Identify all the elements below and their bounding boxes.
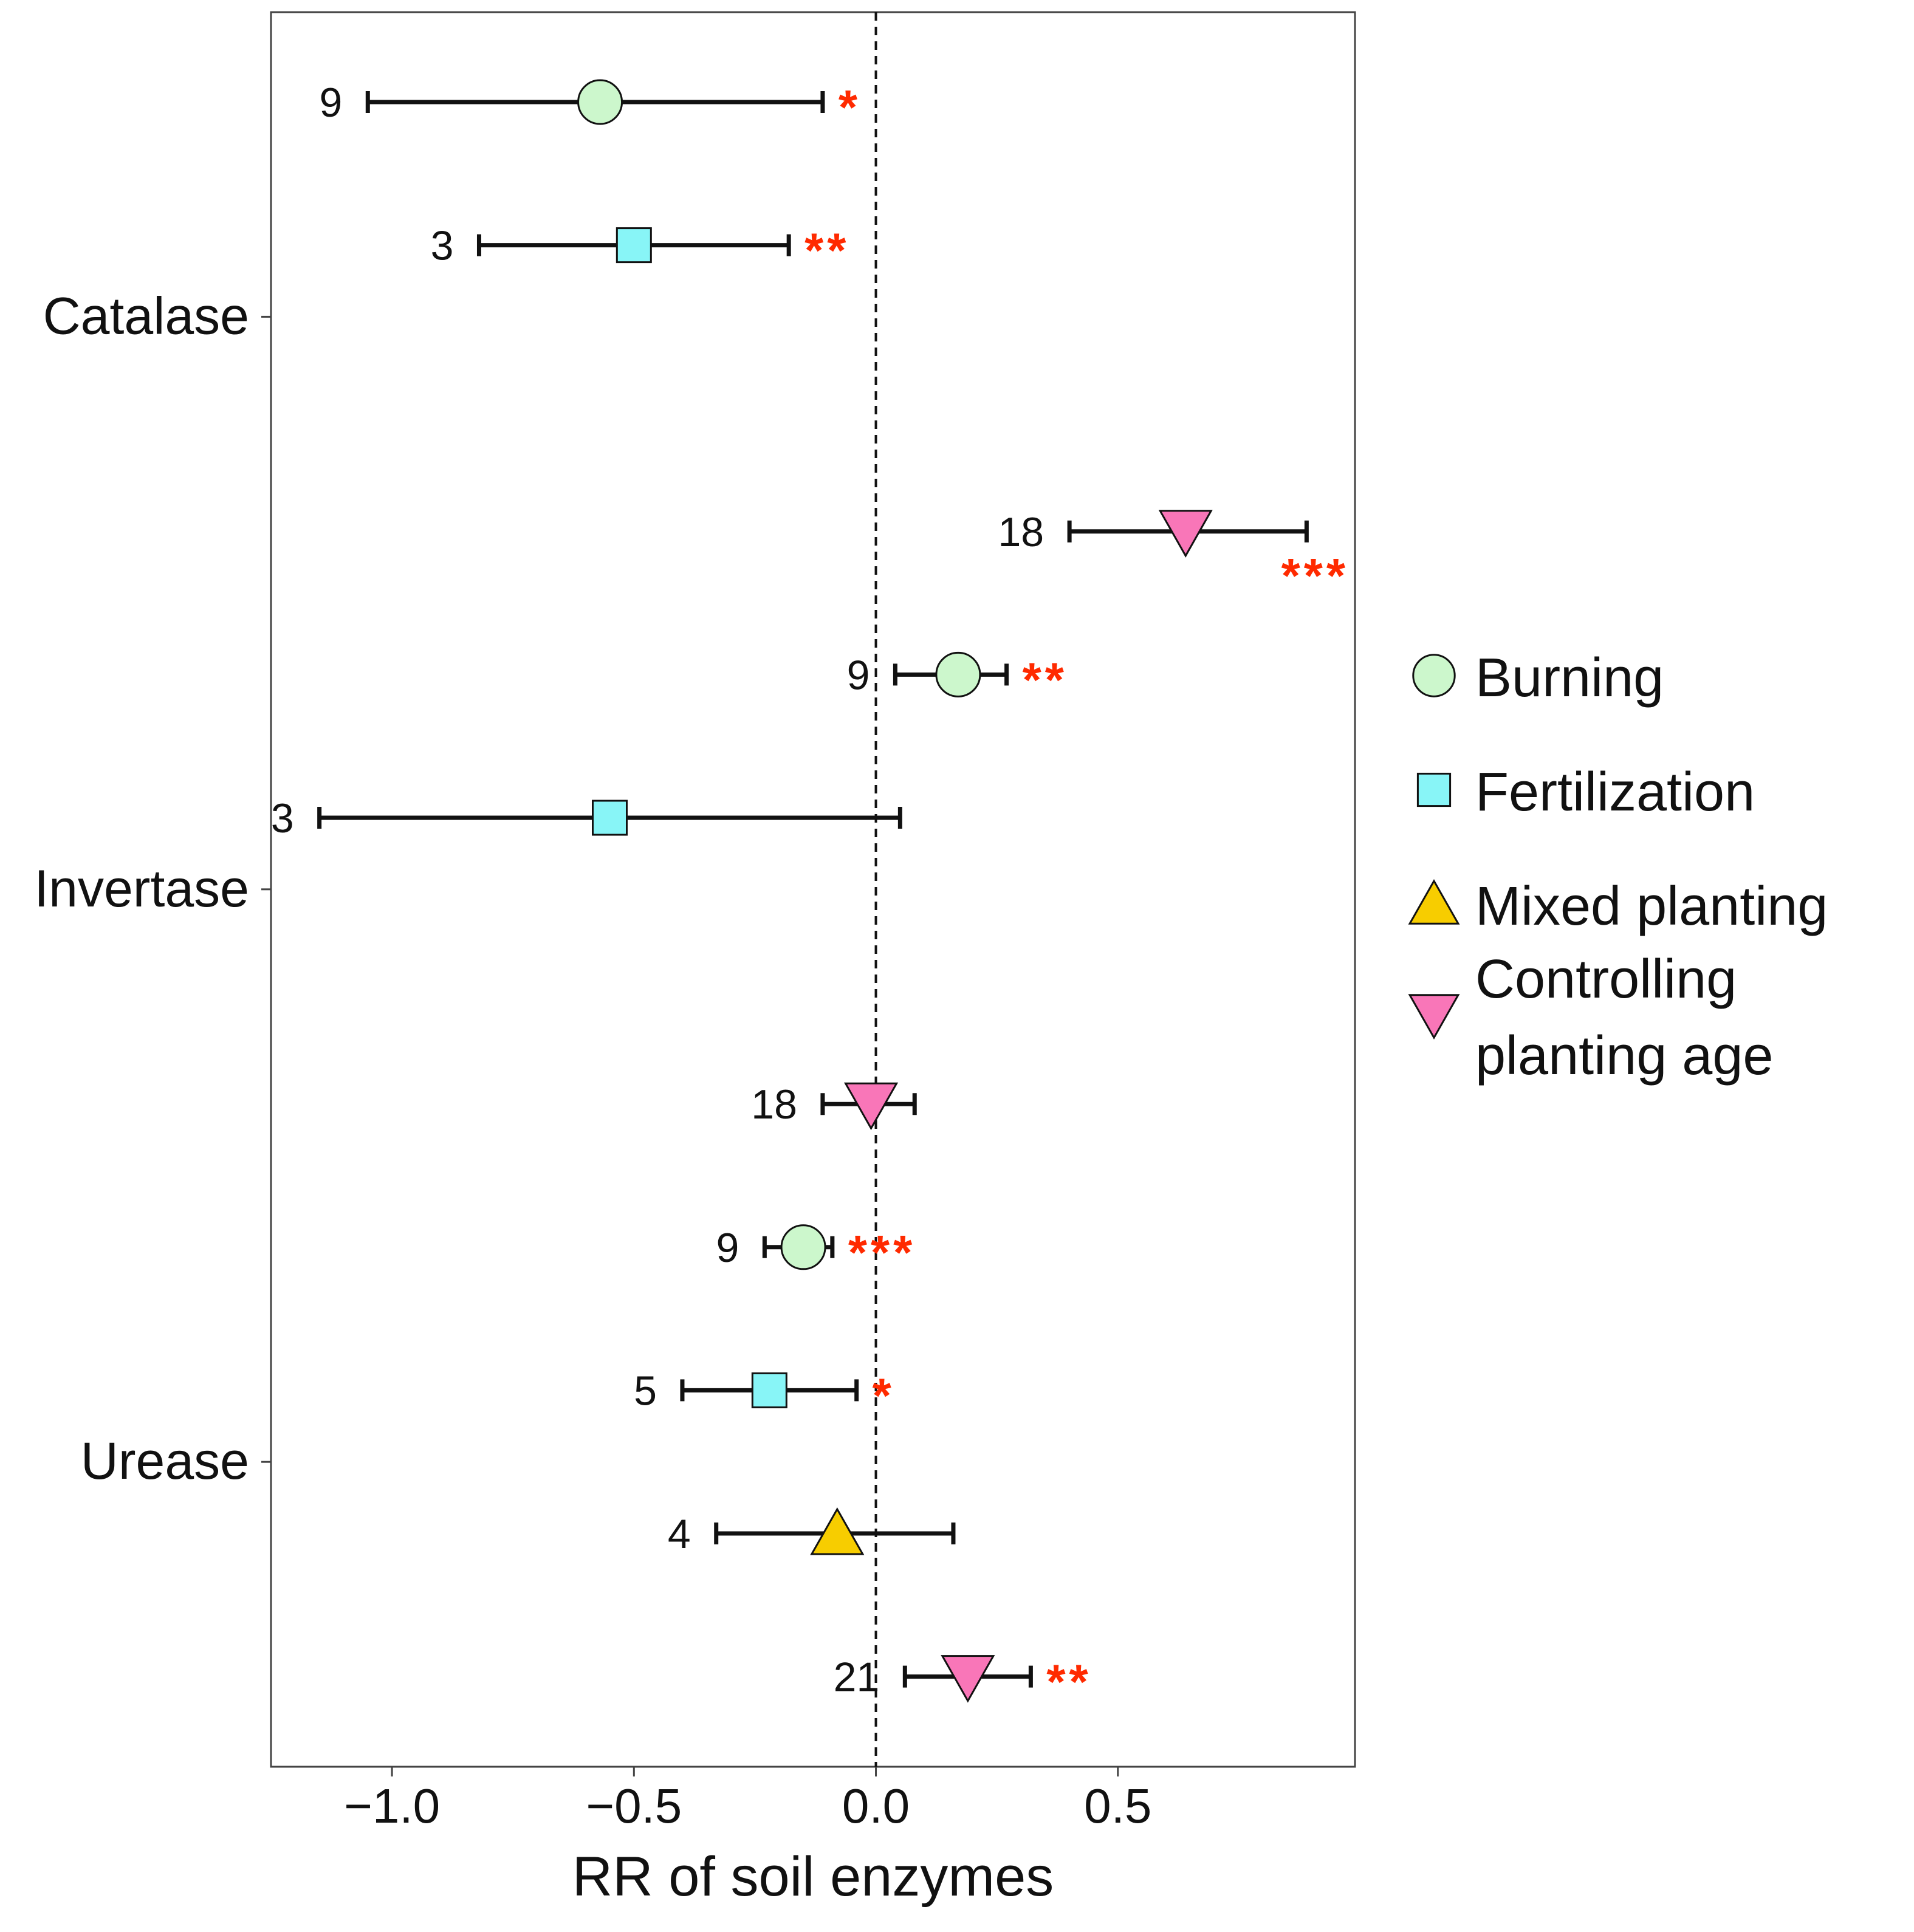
square-marker [751,1372,787,1408]
x-tick-label: −1.0 [344,1779,440,1833]
significance-label: *** [1281,549,1349,603]
significance-label: * [873,1368,895,1422]
legend-item-burning: Burning [1412,648,1664,708]
triangle-down-marker [1408,994,1460,1040]
x-tick-label: 0.0 [842,1779,910,1833]
point-catalase-fertilization: 3 ** [431,223,849,278]
significance-label: ** [804,224,849,278]
triangle-down-marker [843,1082,899,1131]
significance-label: ** [1023,653,1068,707]
circle-marker [1412,654,1456,697]
triangle-down-marker [941,1655,995,1703]
plot-panel [270,11,1356,1768]
point-urease-burning: 9 *** [716,1224,916,1279]
point-urease-fertilization: 5 * [634,1368,895,1422]
sample-size-label: 9 [319,80,342,126]
x-axis: −1.0 −0.5 0.0 0.5 [344,1767,1151,1833]
triangle-up-marker [810,1507,865,1555]
point-urease-controlling-planting-age: 21 ** [834,1654,1091,1709]
significance-label: * [839,80,861,134]
sample-size-label: 21 [834,1654,880,1701]
point-invertase-controlling-planting-age: 18 [751,1081,917,1131]
x-tick-label: −0.5 [586,1779,682,1833]
sample-size-label: 9 [847,652,870,698]
legend: Burning Fertilization Mixed planting Contro… [1408,648,1828,1086]
legend-label: Mixed planting [1475,876,1828,937]
legend-item-mixed-planting: Mixed planting [1408,876,1828,937]
square-marker [592,800,628,836]
legend-item-controlling-planting-age: Controlling planting age [1408,949,1773,1086]
sample-size-label: 5 [634,1368,657,1414]
x-tick-label: 0.5 [1084,1779,1151,1833]
legend-label: Fertilization [1475,762,1755,823]
sample-size-label: 4 [668,1511,691,1557]
square-marker [1416,772,1452,807]
x-axis-title: RR of soil enzymes [572,1846,1054,1908]
y-category-label-invertase: Invertase [34,860,249,918]
triangle-up-marker [1408,879,1460,925]
circle-marker [577,79,623,125]
square-marker [616,227,652,264]
sample-size-label: 9 [716,1225,739,1271]
point-urease-mixed-planting: 4 [668,1507,956,1557]
legend-label: planting age [1475,1026,1773,1086]
significance-label: ** [1046,1655,1091,1709]
sample-size-label: 3 [431,223,454,269]
sample-size-label: 18 [998,509,1044,555]
circle-marker [935,651,981,697]
y-axis: Catalase Invertase Urease [34,287,271,1490]
legend-label: Burning [1475,648,1664,708]
point-invertase-burning: 9 ** [847,651,1068,707]
significance-label: *** [848,1225,916,1279]
circle-marker [780,1224,826,1270]
y-category-label-catalase: Catalase [43,287,249,345]
sample-size-label: 18 [751,1081,797,1128]
y-category-label-urease: Urease [81,1432,249,1490]
point-catalase-controlling-planting-age: 18 *** [998,509,1349,603]
point-catalase-burning: 9 * [319,79,861,134]
triangle-down-marker [1158,510,1213,558]
legend-item-fertilization: Fertilization [1416,762,1755,823]
point-invertase-fertilization: 3 [271,795,902,841]
sample-size-label: 3 [271,795,294,841]
legend-label: Controlling [1475,949,1737,1010]
